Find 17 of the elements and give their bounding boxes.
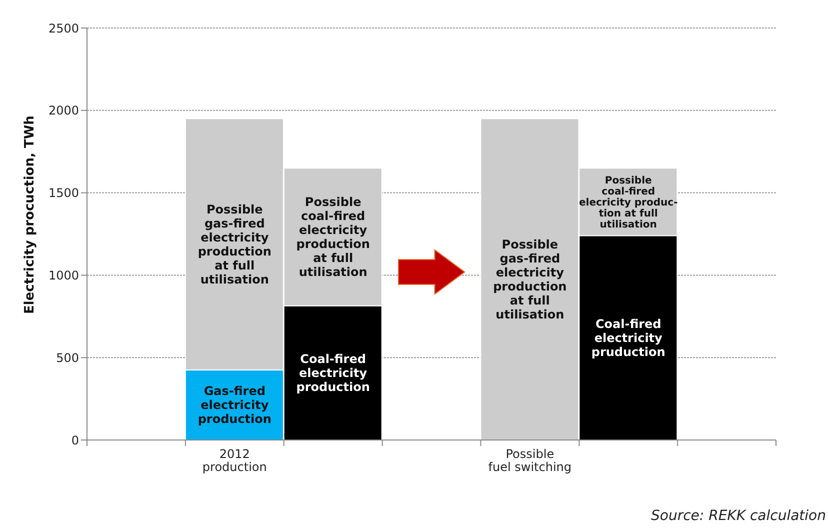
y-tick-label: 1500 (48, 186, 79, 200)
data-label: Possible coal-fired elecricity produc- tion at full utilisation (578, 175, 678, 230)
y-tick-label: 0 (71, 433, 79, 448)
data-label: Possible gas-fired electricity production at full utilisation (493, 238, 567, 322)
y-tick-label: 2500 (48, 21, 79, 36)
data-label: Coal-fired electricity production (296, 352, 370, 394)
x-tick-label: 2012 production (202, 447, 267, 474)
y-tick-label: 2000 (48, 104, 79, 118)
data-label: Coal-fired electricity pruduction (591, 317, 666, 360)
data-label: Gas-fired electricity production (198, 384, 272, 426)
source-note: Source: REKK calculation (650, 508, 827, 524)
y-axis-title: Electricity procuction, TWh (22, 116, 38, 314)
y-tick-label: 1000 (48, 268, 79, 282)
x-tick-label: Possible fuel switching (488, 447, 572, 474)
data-label: Possible coal-fired electricity production at full utilisation (296, 195, 370, 280)
data-label: Possible gas-fired electricity production at full utilisation (198, 202, 272, 286)
y-tick-label: 500 (56, 350, 79, 365)
